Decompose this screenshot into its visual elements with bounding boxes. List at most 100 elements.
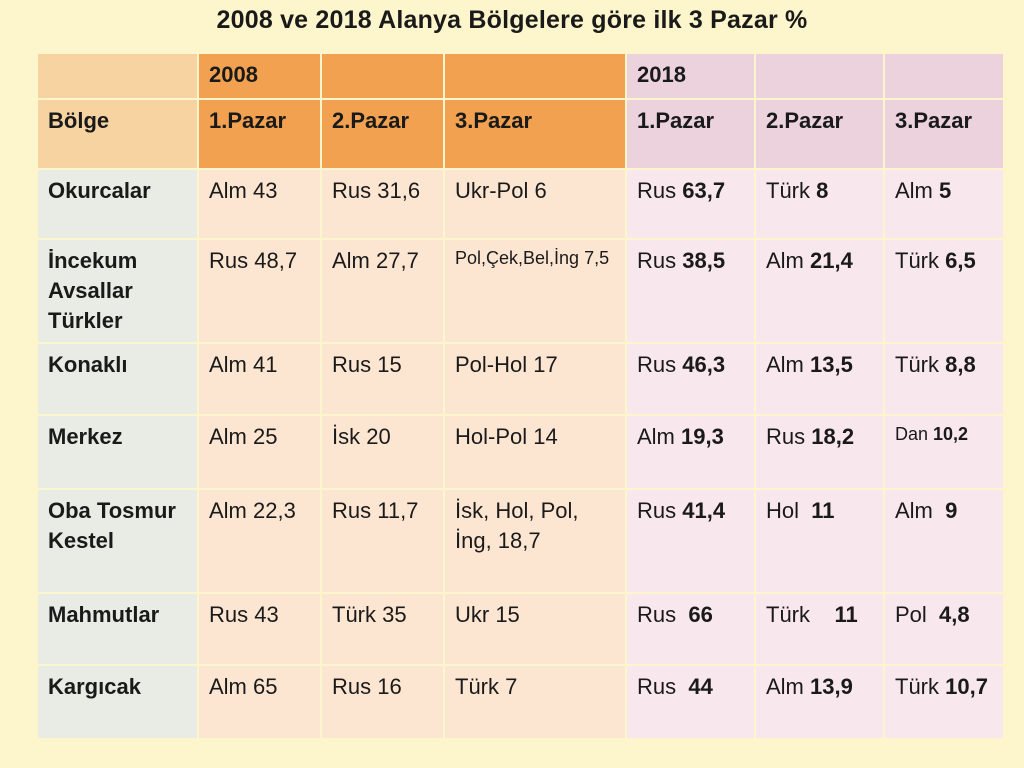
year-2018-label: 2018 <box>627 54 754 98</box>
market-share-value: 11 <box>811 498 835 523</box>
market-2008-cell: Ukr-Pol 6 <box>445 170 625 238</box>
market-2008-cell: İsk, Hol, Pol, İng, 18,7 <box>445 490 625 592</box>
market-label: Alm <box>766 674 810 699</box>
market-2018-cell: Alm 21,4 <box>756 240 883 342</box>
market-2018-cell: Alm 5 <box>885 170 1003 238</box>
market-share-value: 44 <box>688 674 713 699</box>
market-2008-cell: Rus 31,6 <box>322 170 443 238</box>
market-2008-cell: Ukr 15 <box>445 594 625 664</box>
market-share-value: 38,5 <box>682 248 726 273</box>
market-2018-cell: Dan 10,2 <box>885 416 1003 488</box>
market-share-value: 4,8 <box>939 602 970 627</box>
market-label: Rus <box>637 178 683 203</box>
market-2018-cell: Türk 6,5 <box>885 240 1003 342</box>
market-2008-cell: Rus 11,7 <box>322 490 443 592</box>
market-share-value: 13,5 <box>810 352 853 377</box>
market-2008-cell: İsk 20 <box>322 416 443 488</box>
market-2018-cell: Rus 44 <box>627 666 754 738</box>
market-label: Alm <box>766 248 810 273</box>
region-cell: Kargıcak <box>38 666 197 738</box>
market-2018-cell: Rus 46,3 <box>627 344 754 414</box>
market-share-value: 10,7 <box>945 674 988 699</box>
region-cell: Oba Tosmur Kestel <box>38 490 197 592</box>
market-2008-cell: Alm 25 <box>199 416 320 488</box>
market-2018-cell: Türk 8 <box>756 170 883 238</box>
market-share-value: 6,5 <box>945 248 976 273</box>
market-share-value: 18,2 <box>811 424 855 449</box>
market-2008-cell: Alm 43 <box>199 170 320 238</box>
table-row: Kargıcak Alm 65 Rus 16 Türk 7 Rus 44 Alm 13,9… <box>38 666 1003 738</box>
market-2008-cell: Rus 48,7 <box>199 240 320 342</box>
market-label: Alm <box>637 424 681 449</box>
market-share-value: 5 <box>939 178 952 203</box>
year-2018-spacer <box>756 54 883 98</box>
market-label: Hol <box>766 498 812 523</box>
market-2008-cell: Rus 15 <box>322 344 443 414</box>
markets-table: 2008 2018 Bölge 1.Pazar 2.Pazar 3.Pazar … <box>36 52 1005 740</box>
market-label: Alm <box>766 352 810 377</box>
market-label: Rus <box>766 424 812 449</box>
market-share-value: 8,8 <box>945 352 976 377</box>
market-2008-cell: Pol,Çek,Bel,İng 7,5 <box>445 240 625 342</box>
market-label: Rus <box>637 674 689 699</box>
market-label: Türk <box>895 674 946 699</box>
market-2018-cell: Alm 19,3 <box>627 416 754 488</box>
region-cell: İncekum Avsallar Türkler <box>38 240 197 342</box>
market-2008-cell: Türk 7 <box>445 666 625 738</box>
market-2018-cell: Alm 9 <box>885 490 1003 592</box>
column-header: 3.Pazar <box>445 100 625 168</box>
market-label: Rus <box>637 498 683 523</box>
region-cell: Konaklı <box>38 344 197 414</box>
market-label: Türk <box>766 602 835 627</box>
market-share-value: 13,9 <box>810 674 853 699</box>
region-cell: Merkez <box>38 416 197 488</box>
market-label: Türk <box>895 352 946 377</box>
market-2018-cell: Rus 18,2 <box>756 416 883 488</box>
table-row: Mahmutlar Rus 43 Türk 35 Ukr 15 Rus 66 Türk 1… <box>38 594 1003 664</box>
market-2018-cell: Rus 66 <box>627 594 754 664</box>
market-share-value: 9 <box>945 498 958 523</box>
region-header: Bölge <box>38 100 197 168</box>
market-label: Alm <box>895 178 939 203</box>
market-2008-cell: Rus 16 <box>322 666 443 738</box>
year-2008-spacer <box>322 54 443 98</box>
year-2018-spacer <box>885 54 1003 98</box>
column-header: 1.Pazar <box>627 100 754 168</box>
table-row: Okurcalar Alm 43 Rus 31,6 Ukr-Pol 6 Rus 63,7… <box>38 170 1003 238</box>
market-2008-cell: Hol-Pol 14 <box>445 416 625 488</box>
market-2018-cell: Rus 41,4 <box>627 490 754 592</box>
market-share-value: 11 <box>834 602 858 627</box>
market-share-value: 63,7 <box>682 178 726 203</box>
market-2018-cell: Türk 11 <box>756 594 883 664</box>
market-share-value: 41,4 <box>682 498 726 523</box>
page-title: 2008 ve 2018 Alanya Bölgelere göre ilk 3… <box>216 6 808 34</box>
column-header: 2.Pazar <box>322 100 443 168</box>
market-label: Türk <box>895 248 946 273</box>
market-share-value: 21,4 <box>810 248 853 273</box>
table-row: Konaklı Alm 41 Rus 15 Pol-Hol 17 Rus 46,3 Alm… <box>38 344 1003 414</box>
market-2018-cell: Pol 4,8 <box>885 594 1003 664</box>
market-share-value: 46,3 <box>682 352 726 377</box>
market-label: Pol <box>895 602 940 627</box>
market-2018-cell: Türk 8,8 <box>885 344 1003 414</box>
market-label: Rus <box>637 602 689 627</box>
market-share-value: 8 <box>816 178 829 203</box>
market-2018-cell: Hol 11 <box>756 490 883 592</box>
market-2018-cell: Alm 13,5 <box>756 344 883 414</box>
market-label: Türk <box>766 178 817 203</box>
market-2008-cell: Pol-Hol 17 <box>445 344 625 414</box>
market-2008-cell: Türk 35 <box>322 594 443 664</box>
year-header-row: 2008 2018 <box>38 54 1003 98</box>
market-share-value: 66 <box>688 602 713 627</box>
market-2018-cell: Rus 63,7 <box>627 170 754 238</box>
year-2008-spacer <box>445 54 625 98</box>
column-header-row: Bölge 1.Pazar 2.Pazar 3.Pazar 1.Pazar 2.… <box>38 100 1003 168</box>
region-cell: Mahmutlar <box>38 594 197 664</box>
market-2008-cell: Alm 65 <box>199 666 320 738</box>
market-label: Alm <box>895 498 946 523</box>
region-cell: Okurcalar <box>38 170 197 238</box>
market-2018-cell: Türk 10,7 <box>885 666 1003 738</box>
table-row: Merkez Alm 25 İsk 20 Hol-Pol 14 Alm 19,3 Rus … <box>38 416 1003 488</box>
market-label: Rus <box>637 248 683 273</box>
column-header: 3.Pazar <box>885 100 1003 168</box>
